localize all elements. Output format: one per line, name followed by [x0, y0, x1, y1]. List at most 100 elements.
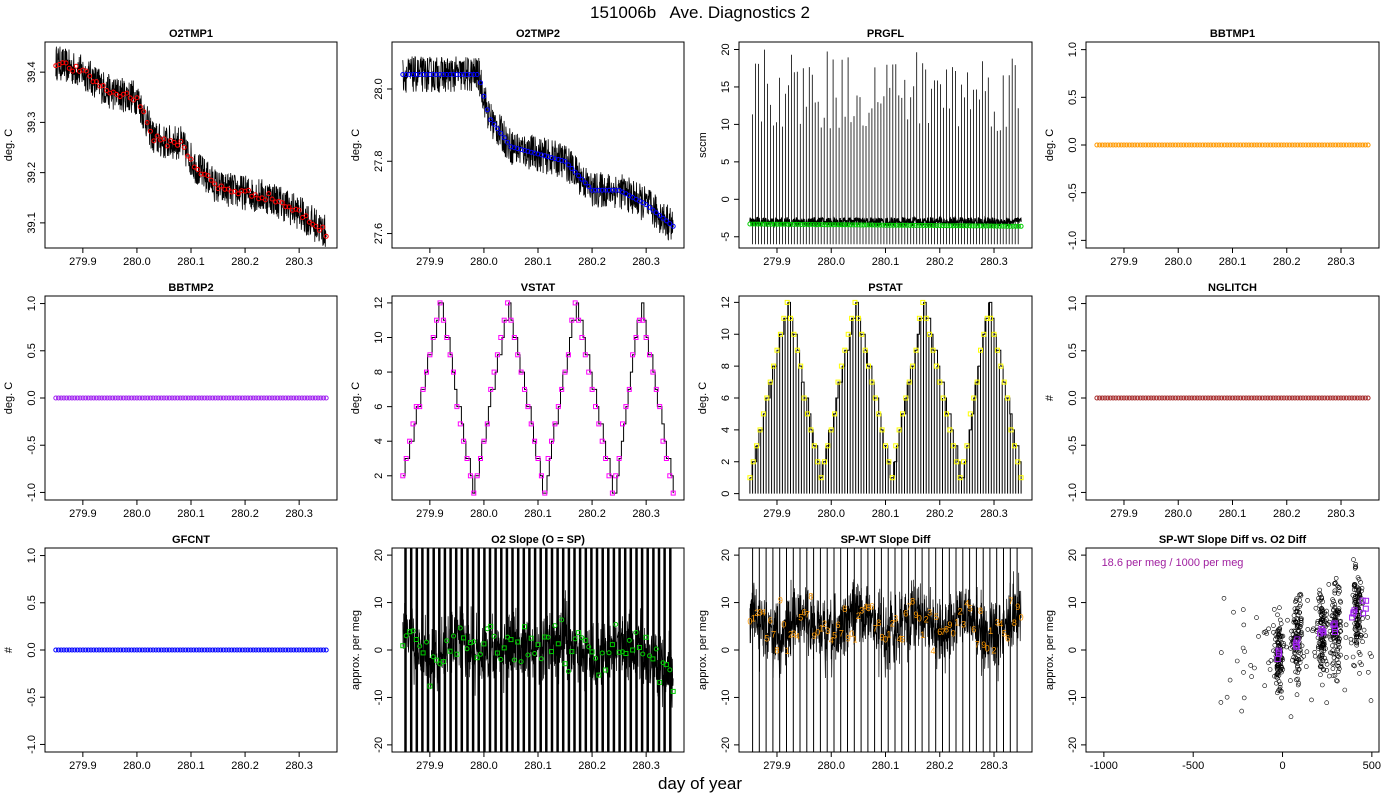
average-point — [859, 331, 865, 337]
average-point — [498, 130, 504, 136]
average-point — [286, 204, 292, 210]
panel-vstat: VSTAT deg. C 279.9 280.0 280.1 280.2 280.3 2 4 6 8… — [350, 282, 685, 520]
average-point — [944, 411, 949, 417]
average-point: 3 — [825, 626, 830, 636]
y-tick-label: 0.5 — [26, 343, 38, 358]
average-point — [606, 650, 612, 656]
slope-annotation: 18.6 per meg / 1000 per meg — [1102, 557, 1244, 569]
average-point — [1211, 142, 1216, 148]
average-point — [437, 300, 443, 306]
scatter-point — [1351, 587, 1357, 592]
average-point — [145, 395, 151, 401]
average-point — [80, 647, 86, 653]
scatter-point — [1239, 708, 1244, 714]
average-point — [185, 153, 191, 159]
average-point — [971, 395, 977, 401]
scatter-point — [1304, 649, 1310, 655]
average-point — [264, 395, 270, 401]
x-tick-label: 280.3 — [285, 760, 313, 772]
average-point — [643, 202, 649, 208]
average-point — [316, 227, 322, 233]
average-point — [180, 647, 186, 653]
average-point — [237, 395, 243, 401]
average-point — [940, 395, 946, 401]
average-point — [131, 395, 137, 401]
scatter-point — [1355, 594, 1360, 599]
scatter-point — [1288, 646, 1293, 651]
y-tick-label: 10 — [373, 331, 385, 343]
average-point — [153, 395, 159, 401]
panel-title: BBTMP1 — [1210, 28, 1255, 40]
average-point — [667, 667, 673, 673]
scatter-point — [1295, 605, 1300, 611]
average-point — [246, 187, 251, 193]
average-point — [1338, 142, 1344, 148]
average-point — [430, 72, 436, 77]
average-point — [420, 386, 426, 392]
x-tick-label: 280.2 — [926, 256, 954, 268]
x-tick-label: 280.1 — [177, 256, 205, 268]
average-point — [183, 395, 189, 401]
average-point — [258, 395, 264, 401]
average-point — [91, 395, 97, 401]
average-point — [879, 427, 885, 433]
average-point — [1319, 627, 1326, 634]
average-point — [424, 369, 429, 375]
average-point — [457, 625, 463, 631]
average-point: 0 — [747, 617, 752, 627]
scatter-point — [1359, 585, 1365, 591]
average-point — [579, 176, 585, 182]
average-point: 2 — [754, 608, 759, 618]
average-point: 2 — [890, 619, 895, 629]
average-point: 3 — [927, 607, 932, 617]
scatter-point — [1318, 653, 1323, 658]
average-point — [1246, 395, 1252, 401]
average-point — [250, 395, 256, 401]
average-point — [1330, 395, 1336, 401]
x-tick-label: 280.2 — [1273, 508, 1301, 520]
panel-title: PRGFL — [867, 28, 905, 40]
scatter-point — [1281, 643, 1287, 649]
panel-frame — [44, 41, 338, 249]
average-point — [1238, 142, 1244, 148]
average-point — [1116, 142, 1122, 148]
average-point — [188, 156, 194, 162]
average-point — [1303, 395, 1309, 401]
average-point — [112, 395, 118, 401]
average-point — [525, 652, 531, 658]
average-point — [1246, 142, 1252, 148]
average-point — [586, 184, 592, 190]
average-point — [196, 647, 202, 653]
average-point — [782, 221, 788, 227]
average-point — [818, 475, 824, 481]
figure-x-axis-label: day of year — [657, 774, 743, 793]
average-point — [920, 299, 926, 305]
average-point — [1110, 395, 1116, 401]
average-point — [508, 317, 514, 323]
average-point — [836, 222, 842, 228]
average-point — [1360, 142, 1366, 148]
average-point — [640, 651, 646, 657]
x-tick-label: 280.1 — [1219, 508, 1247, 520]
panel-frame — [391, 41, 685, 249]
average-point — [852, 299, 858, 305]
average-point — [522, 386, 527, 392]
average-point — [969, 223, 975, 229]
average-point — [1015, 459, 1021, 465]
scatter-point — [1273, 636, 1278, 642]
average-point: 1 — [785, 646, 790, 656]
scatter-point — [1285, 617, 1290, 623]
average-point — [1116, 395, 1122, 401]
average-point — [180, 395, 186, 401]
average-point — [283, 647, 289, 653]
average-point — [104, 88, 109, 93]
average-point: 6 — [869, 602, 874, 612]
average-point: 3 — [859, 605, 864, 615]
average-point — [994, 347, 1000, 353]
average-point — [85, 647, 91, 653]
average-point — [444, 72, 450, 77]
scatter-point — [1334, 612, 1339, 618]
average-point — [83, 647, 89, 653]
average-point — [235, 191, 241, 197]
x-tick-label: 280.1 — [524, 508, 552, 520]
